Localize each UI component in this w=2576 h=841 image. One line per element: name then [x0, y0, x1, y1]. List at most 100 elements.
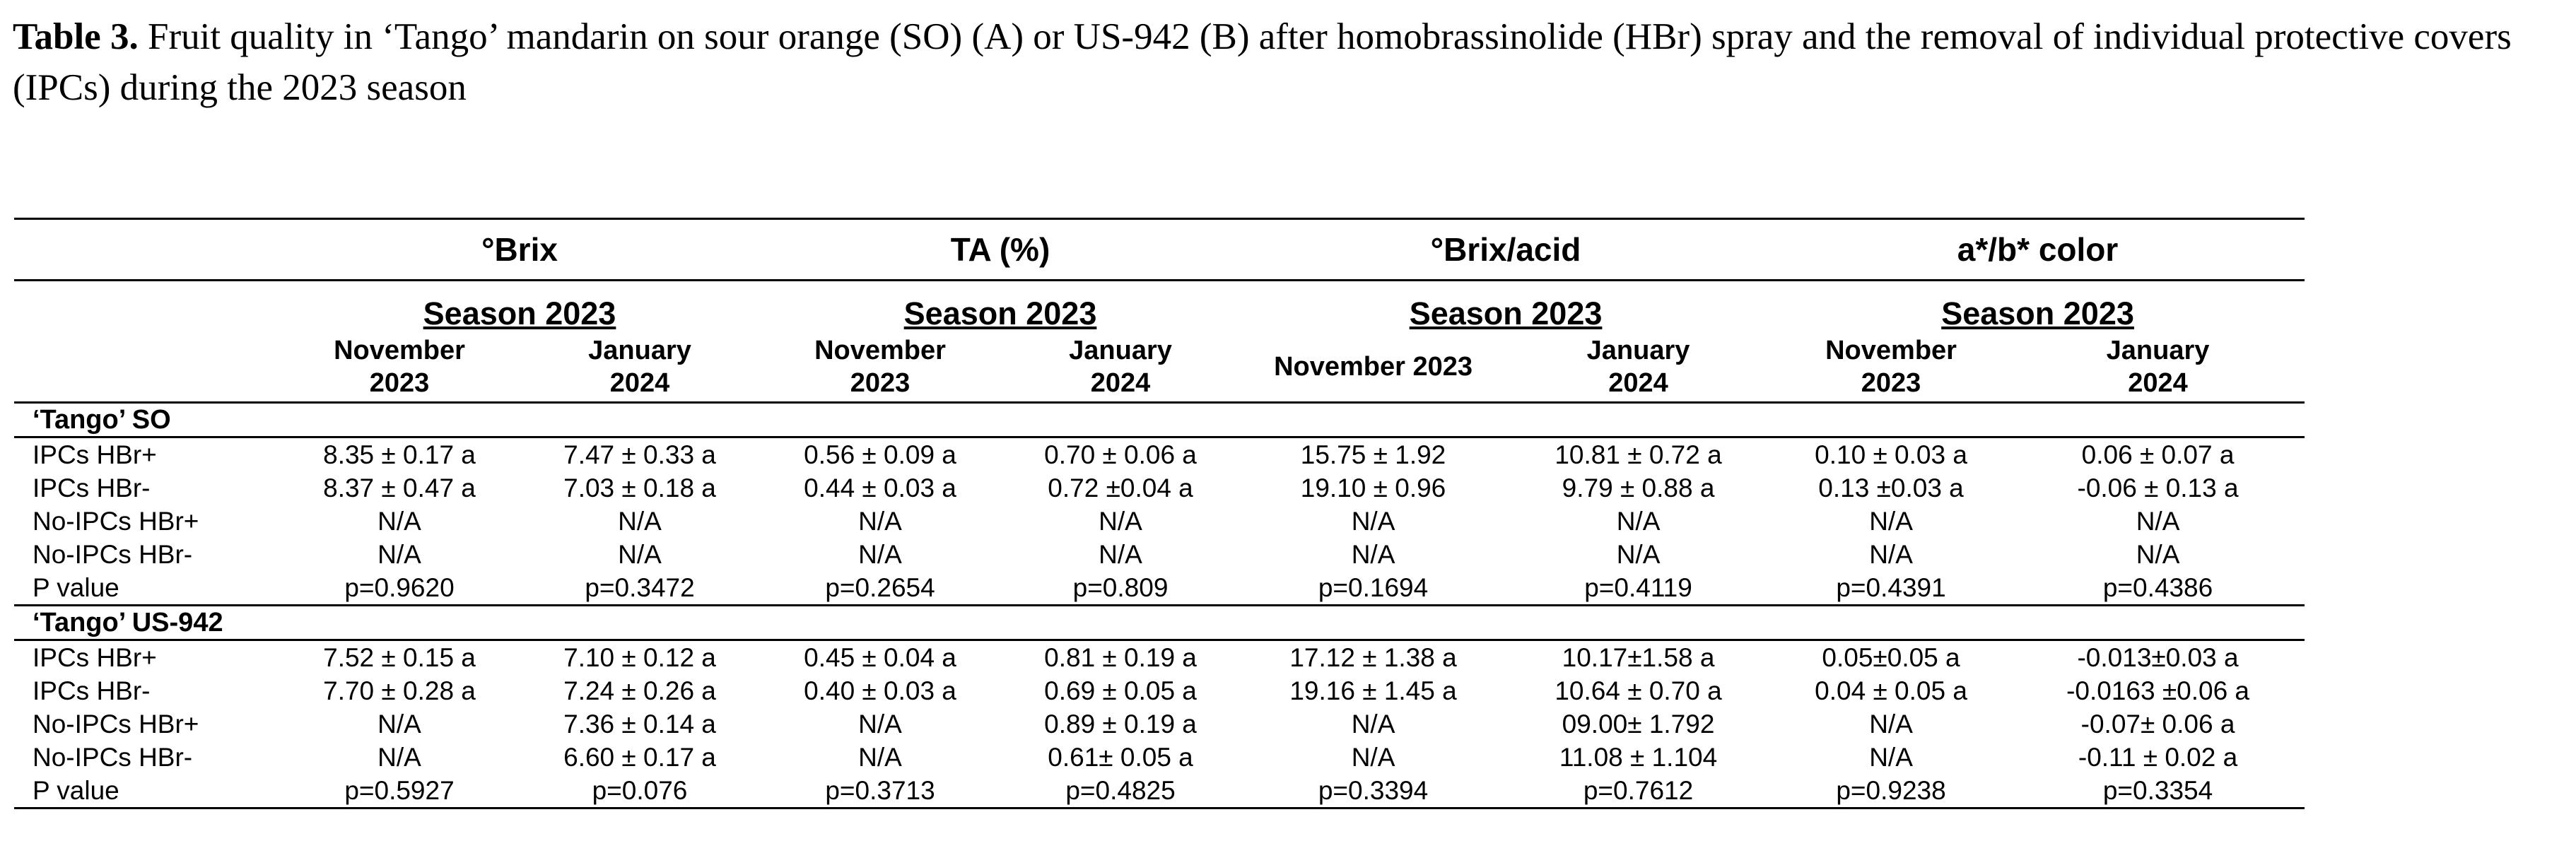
table-cell: N/A — [858, 507, 902, 536]
table-cell: N/A — [858, 710, 902, 739]
table-cell: N/A — [1099, 507, 1142, 536]
table-cell: 0.61± 0.05 a — [1048, 743, 1193, 772]
group-label: ‘Tango’ SO — [14, 402, 2305, 438]
table-cell: 0.04 ± 0.05 a — [1815, 676, 1967, 705]
table-row: P value p=0.9620 p=0.3472 p=0.2654 p=0.809 p=… — [14, 571, 2305, 606]
table-cell: p=0.4119 — [1584, 573, 1692, 602]
table-cell: p=0.809 — [1072, 573, 1169, 602]
table-cell: N/A — [618, 507, 662, 536]
fruit-quality-table: °Brix TA (%) °Brix/acid a*/b* color Seas… — [14, 218, 2305, 809]
table-cell: -0.013±0.03 a — [2077, 643, 2239, 672]
table-caption-text: Fruit quality in ‘Tango’ mandarin on sou… — [13, 16, 2512, 108]
variable-header-row: °Brix TA (%) °Brix/acid a*/b* color — [14, 218, 2305, 281]
table-cell: 9.79 ± 0.88 a — [1562, 474, 1715, 502]
table-cell: 11.08 ± 1.104 — [1559, 743, 1718, 772]
table-cell: N/A — [377, 540, 421, 569]
season-header: Season 2023 — [1771, 281, 2305, 333]
table-cell: N/A — [1351, 710, 1395, 739]
row-label: P value — [33, 573, 119, 602]
table-cell: 7.70 ± 0.28 a — [323, 676, 476, 705]
header-blank-cell — [14, 218, 279, 281]
table-row: IPCs HBr- 7.70 ± 0.28 a 7.24 ± 0.26 a 0.40 … — [14, 674, 2305, 707]
table-cell: 0.10 ± 0.03 a — [1815, 440, 1967, 469]
date-header-cell: November 2023 — [760, 332, 1001, 404]
table-cell: p=0.3472 — [585, 573, 695, 602]
row-label: IPCs HBr- — [33, 474, 151, 502]
table-cell: p=0.3713 — [760, 774, 1001, 809]
row-label: P value — [14, 774, 279, 809]
table-cell: 10.17±1.58 a — [1562, 643, 1715, 672]
table-cell: 0.81 ± 0.19 a — [1044, 643, 1197, 672]
table-cell: p=0.1694 — [1318, 573, 1429, 602]
date-header-cell: January 2024 — [1000, 332, 1241, 404]
table-cell: N/A — [1351, 540, 1395, 569]
date-header-row: November 2023 January 2024 November 2023 Janua… — [14, 332, 2305, 404]
table-cell: 19.10 ± 0.96 — [1300, 474, 1446, 502]
table-cell: 0.70 ± 0.06 a — [1044, 440, 1197, 469]
table-cell: N/A — [377, 710, 421, 739]
table-row: No-IPCs HBr- N/A 6.60 ± 0.17 a N/A 0.61± 0.0… — [14, 741, 2305, 774]
table-cell: 0.56 ± 0.09 a — [804, 440, 956, 469]
date-header-cell: January 2024 — [520, 332, 761, 404]
date-header-cell: January 2024 — [1506, 332, 1772, 404]
row-label: No-IPCs HBr- — [33, 743, 193, 772]
table-cell: p=0.9238 — [1771, 774, 2012, 809]
table-cell: N/A — [1616, 540, 1661, 569]
header-brix: °Brix — [279, 218, 761, 281]
table-row: No-IPCs HBr+ N/A N/A N/A N/A N/A N/A N/A N/A — [14, 505, 2305, 538]
table-cell: 0.89 ± 0.19 a — [1044, 710, 1197, 739]
header-blank-cell — [14, 281, 279, 333]
table-cell: N/A — [2136, 507, 2180, 536]
table-caption-label: Table 3. — [13, 16, 139, 57]
table-cell: p=0.4391 — [1836, 573, 1946, 602]
table-cell: 7.03 ± 0.18 a — [563, 474, 716, 502]
table-cell: 10.64 ± 0.70 a — [1555, 676, 1722, 705]
table-cell: 0.72 ±0.04 a — [1048, 474, 1193, 502]
table-cell: 0.44 ± 0.03 a — [804, 474, 956, 502]
table-cell: 17.12 ± 1.38 a — [1289, 643, 1457, 672]
header-color: a*/b* color — [1771, 218, 2305, 281]
table-cell: N/A — [2136, 540, 2180, 569]
season-header-row: Season 2023 Season 2023 Season 2023 Seas… — [14, 281, 2305, 333]
table-cell: p=0.9620 — [344, 573, 455, 602]
table-cell: 6.60 ± 0.17 a — [563, 743, 716, 772]
table-cell: 8.35 ± 0.17 a — [323, 440, 476, 469]
table-cell: 15.75 ± 1.92 — [1300, 440, 1446, 469]
table-cell: 0.05±0.05 a — [1822, 643, 1960, 672]
table-cell: 7.36 ± 0.14 a — [563, 710, 716, 739]
table-row: IPCs HBr+ 8.35 ± 0.17 a 7.47 ± 0.33 a 0.56 … — [14, 437, 2305, 472]
row-label: No-IPCs HBr- — [33, 540, 193, 569]
date-header-cell: January 2024 — [2011, 332, 2305, 404]
table-cell: 0.40 ± 0.03 a — [804, 676, 956, 705]
table-cell: N/A — [1099, 540, 1142, 569]
group-label: ‘Tango’ US-942 — [14, 604, 2305, 641]
date-header-cell: November 2023 — [279, 332, 520, 404]
table-cell: p=0.7612 — [1506, 774, 1772, 809]
group-header-row: ‘Tango’ SO — [14, 402, 2305, 438]
season-header: Season 2023 — [760, 281, 1241, 333]
season-label: Season 2023 — [1941, 295, 2134, 331]
table-cell: N/A — [1351, 743, 1395, 772]
table-row: IPCs HBr- 8.37 ± 0.47 a 7.03 ± 0.18 a 0.44 … — [14, 471, 2305, 505]
row-label: IPCs HBr+ — [33, 440, 157, 469]
table-row: P value p=0.5927 p=0.076 p=0.3713 p=0.4825 p=… — [14, 774, 2305, 809]
table-cell: p=0.3354 — [2011, 774, 2305, 809]
season-label: Season 2023 — [1409, 295, 1603, 331]
season-header: Season 2023 — [279, 281, 760, 333]
table-cell: 8.37 ± 0.47 a — [323, 474, 476, 502]
table-cell: 19.16 ± 1.45 a — [1289, 676, 1457, 705]
table-row: No-IPCs HBr- N/A N/A N/A N/A N/A N/A N/A N/A — [14, 538, 2305, 571]
table-cell: -0.06 ± 0.13 a — [2077, 474, 2239, 502]
table-cell: N/A — [858, 743, 902, 772]
row-label: No-IPCs HBr+ — [33, 507, 199, 536]
table-row: No-IPCs HBr+ N/A 7.36 ± 0.14 a N/A 0.89 ± 0.… — [14, 707, 2305, 741]
table-cell: -0.11 ± 0.02 a — [2078, 743, 2238, 772]
table-cell: 7.52 ± 0.15 a — [323, 643, 476, 672]
table-cell: -0.0163 ±0.06 a — [2066, 676, 2250, 705]
header-blank-cell — [14, 332, 279, 404]
table-cell: N/A — [1869, 743, 1913, 772]
table-cell: N/A — [1869, 540, 1913, 569]
header-ta: TA (%) — [760, 218, 1241, 281]
row-label: IPCs HBr+ — [33, 643, 157, 672]
table-cell: p=0.4825 — [1000, 774, 1241, 809]
